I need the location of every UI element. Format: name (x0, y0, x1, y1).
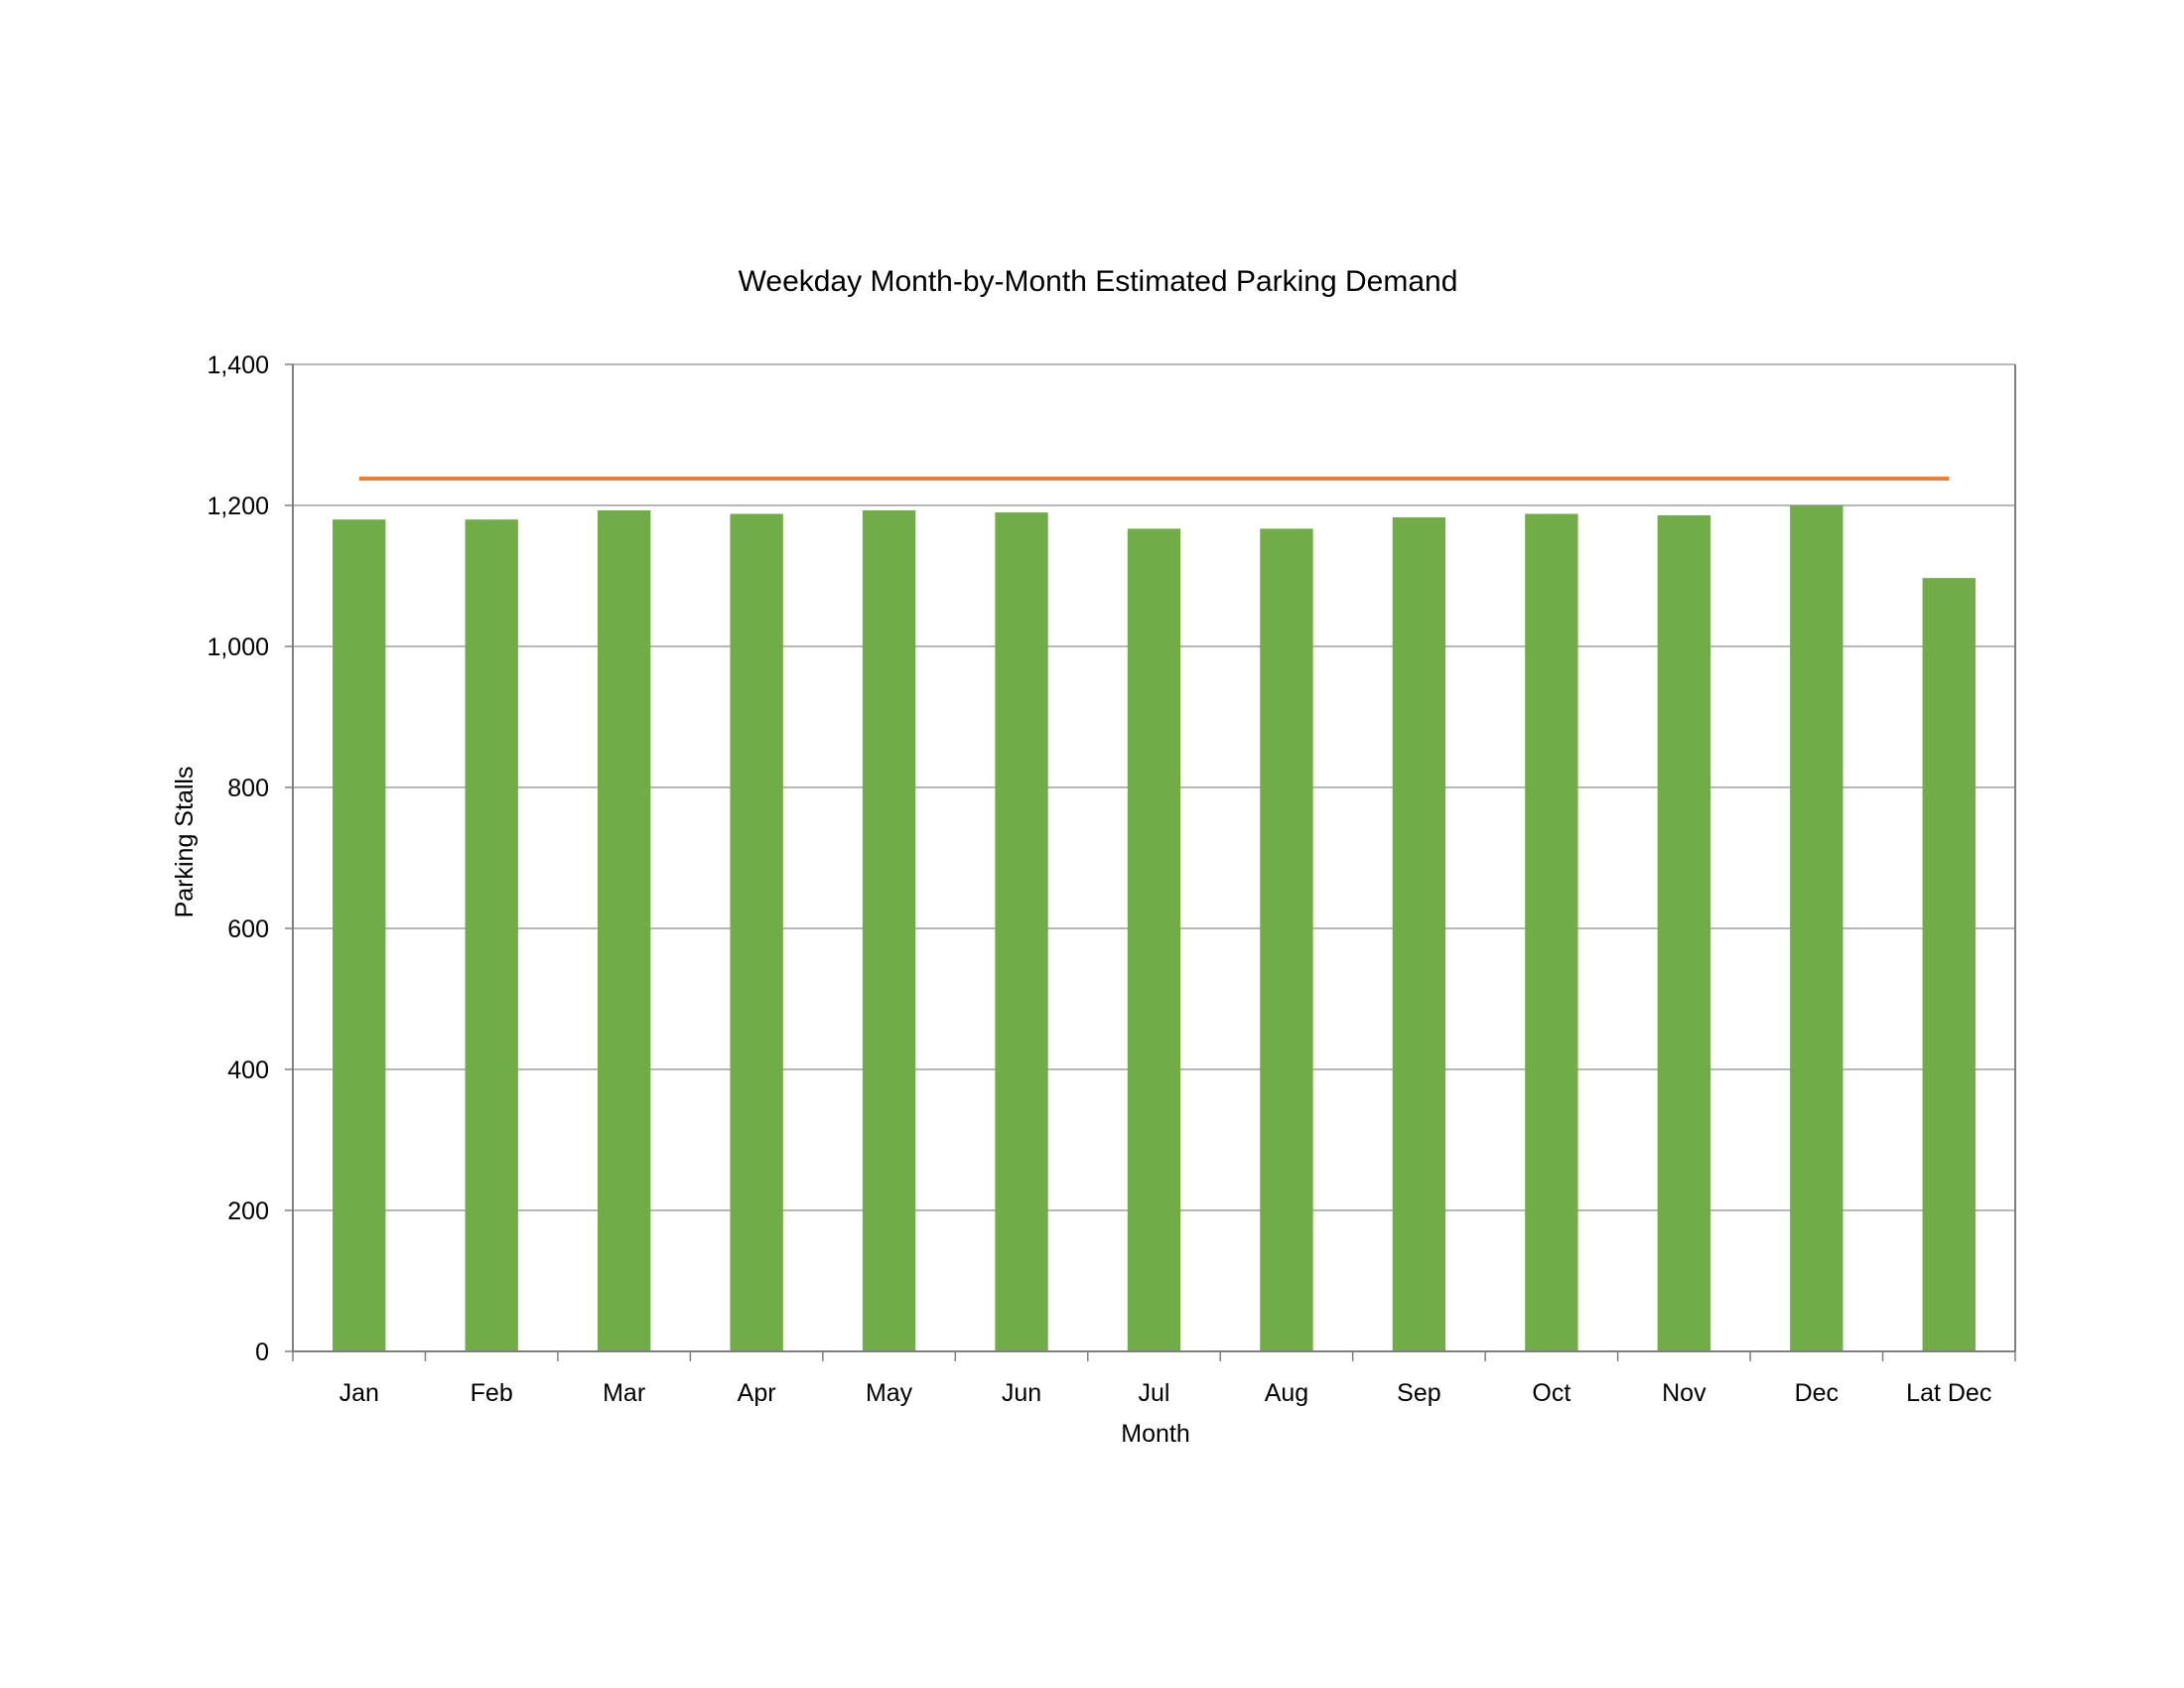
x-tick-label: Apr (738, 1379, 776, 1407)
y-tick-label: 200 (227, 1197, 269, 1225)
x-tick-label: Aug (1265, 1379, 1308, 1407)
y-tick-label: 1,000 (206, 633, 269, 661)
bar-series (333, 505, 1976, 1351)
x-tick-label: Dec (1795, 1379, 1839, 1407)
x-tick-label: Sep (1397, 1379, 1440, 1407)
chart-title: Weekday Month-by-Month Estimated Parking… (739, 265, 1458, 298)
axes (285, 363, 2016, 1361)
x-axis-label: Month (1121, 1420, 1189, 1448)
bar (597, 509, 651, 1351)
bar (333, 519, 386, 1351)
y-tick-label: 1,200 (206, 492, 269, 520)
bar (465, 519, 518, 1351)
bar (1392, 517, 1446, 1351)
y-tick-label: 1,400 (206, 352, 269, 379)
x-tick-label: Feb (471, 1379, 513, 1407)
bar (862, 509, 916, 1351)
x-tick-label: Lat Dec (1906, 1379, 1991, 1407)
y-tick-label: 600 (227, 915, 269, 943)
bar (1922, 578, 1976, 1351)
x-tick-label: May (866, 1379, 913, 1407)
bar (730, 513, 783, 1351)
bar (1525, 513, 1578, 1351)
y-tick-label: 0 (255, 1338, 269, 1366)
x-tick-label: Mar (603, 1379, 645, 1407)
x-tick-label: Nov (1662, 1379, 1706, 1407)
bar (1657, 514, 1711, 1351)
x-tick-label: Jan (340, 1379, 379, 1407)
bar (1790, 505, 1843, 1351)
bar (1260, 528, 1313, 1351)
y-tick-label: 400 (227, 1056, 269, 1084)
bar (1127, 528, 1181, 1351)
x-tick-label: Jul (1139, 1379, 1170, 1407)
y-axis-label: Parking Stalls (171, 767, 199, 918)
x-tick-label: Oct (1532, 1379, 1570, 1407)
x-tick-label: Jun (1002, 1379, 1041, 1407)
axis-labels: 0 200 400 600 800 1,000 1,200 1,400 Jan Feb Mar Apr… (206, 352, 1991, 1407)
y-tick-label: 800 (227, 774, 269, 802)
bar (995, 512, 1048, 1351)
